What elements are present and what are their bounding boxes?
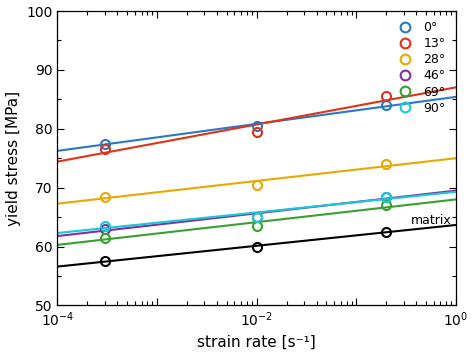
Text: matrix: matrix xyxy=(410,214,451,226)
X-axis label: strain rate [s⁻¹]: strain rate [s⁻¹] xyxy=(197,334,316,349)
Y-axis label: yield stress [MPa]: yield stress [MPa] xyxy=(6,91,20,226)
Legend: 0°, 13°, 28°, 46°, 69°, 90°: 0°, 13°, 28°, 46°, 69°, 90° xyxy=(389,17,449,119)
